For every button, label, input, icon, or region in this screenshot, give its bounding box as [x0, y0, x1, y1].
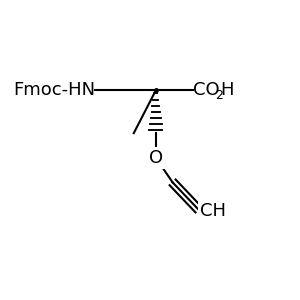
- Text: CO: CO: [193, 81, 220, 99]
- Text: Fmoc-HN: Fmoc-HN: [13, 81, 95, 99]
- Text: 2: 2: [215, 89, 223, 102]
- Text: O: O: [149, 149, 163, 167]
- Text: H: H: [220, 81, 234, 99]
- Text: CH: CH: [200, 202, 226, 220]
